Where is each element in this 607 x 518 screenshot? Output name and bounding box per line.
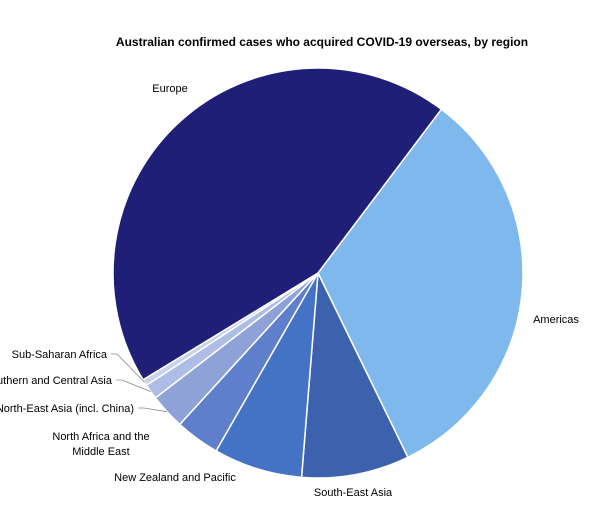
leader-line: [138, 407, 168, 413]
pie-slice-americas: [317, 108, 524, 459]
pie-slice-europe: [112, 67, 443, 381]
slice-label: North Africa and the Middle East: [52, 431, 149, 458]
slice-label: Europe: [152, 83, 187, 95]
slice-labels: Americas South-East Asia New Zealand and P…: [0, 83, 579, 499]
slice-label: New Zealand and Pacific: [114, 472, 236, 484]
chart-title: Australian confirmed cases who acquired …: [116, 35, 528, 49]
leader-line: [116, 379, 151, 392]
slice-label: South-East Asia: [314, 487, 393, 499]
pie-slices: [112, 67, 524, 479]
slice-label: Americas: [533, 314, 579, 326]
slice-label: North-East Asia (incl. China): [0, 403, 134, 415]
leader-line: [111, 353, 145, 383]
leader-lines: [111, 353, 168, 413]
pie-slice-south-east-asia: [300, 270, 409, 479]
slice-label: Southern and Central Asia: [0, 375, 113, 387]
slice-label: Sub-Saharan Africa: [12, 349, 108, 361]
